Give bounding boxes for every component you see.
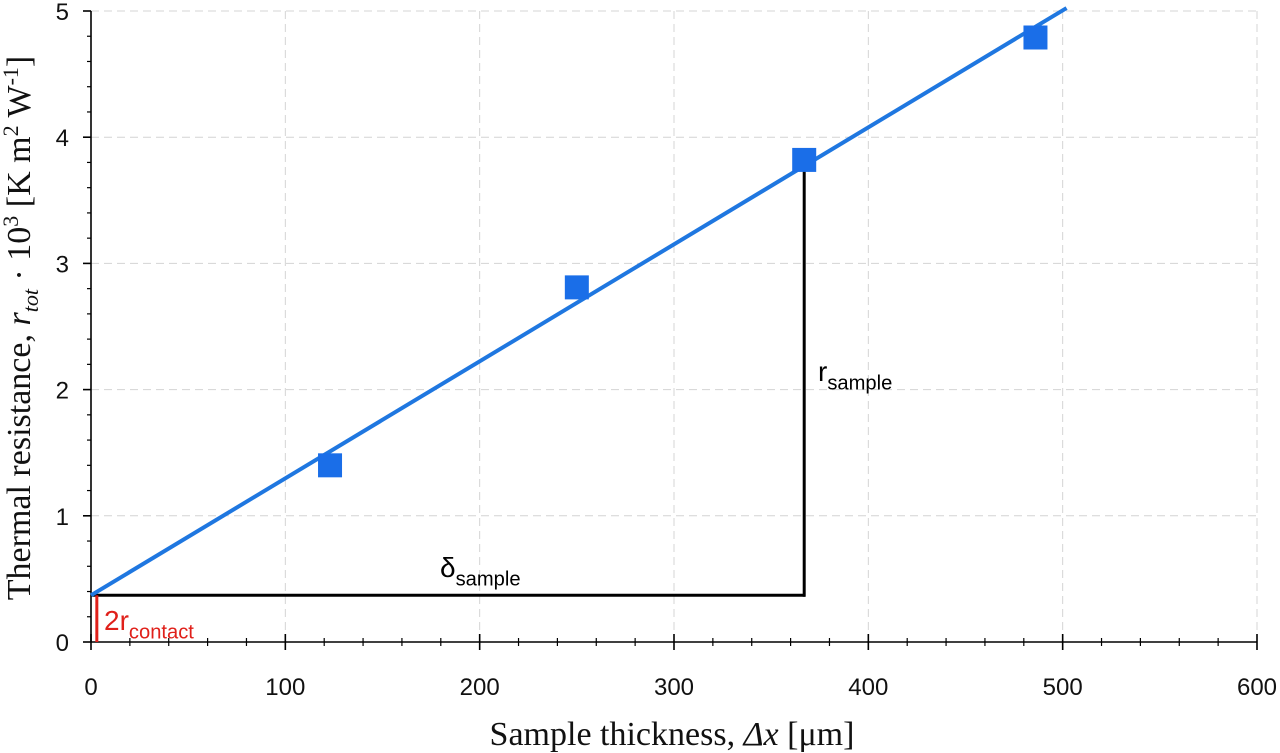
y-tick-label: 5 — [56, 0, 69, 26]
y-tick-label: 3 — [56, 251, 69, 278]
fit-line-group — [89, 6, 1068, 598]
y-axis-title: Thermal resistance, rtot · 103 [K m2 W-1… — [0, 56, 43, 600]
x-tick-label: 500 — [1043, 674, 1083, 701]
data-point-3 — [792, 147, 817, 172]
delta-sample-label: δsample — [440, 552, 521, 590]
annotations: δsample rsample 2rcontact — [91, 159, 892, 643]
r-contact-label: 2rcontact — [104, 605, 194, 643]
y-tick-label: 4 — [56, 125, 69, 152]
y-tick-label: 1 — [56, 504, 69, 531]
data-point-4 — [1023, 25, 1048, 50]
x-axis-title: Sample thickness, Δx [μm] — [490, 716, 855, 753]
x-tick-label: 400 — [848, 674, 888, 701]
grid — [91, 10, 1258, 642]
x-tick-label: 600 — [1237, 674, 1277, 701]
x-tick-label: 200 — [460, 674, 500, 701]
y-tick-label: 0 — [56, 630, 69, 657]
data-point-1 — [318, 453, 343, 478]
y-tick-label: 2 — [56, 378, 69, 405]
r-sample-label: rsample — [818, 356, 892, 394]
x-tick-label: 100 — [265, 674, 305, 701]
axis-labels: Sample thickness, Δx [μm] Thermal resista… — [0, 56, 854, 753]
data-point-2 — [564, 275, 589, 300]
x-tick-label: 300 — [654, 674, 694, 701]
axes: 0 1 2 3 4 5 0 100 200 300 400 500 600 — [56, 0, 1277, 701]
x-tick-label: 0 — [84, 674, 97, 701]
data-points — [318, 25, 1048, 478]
fit-line — [89, 6, 1068, 598]
